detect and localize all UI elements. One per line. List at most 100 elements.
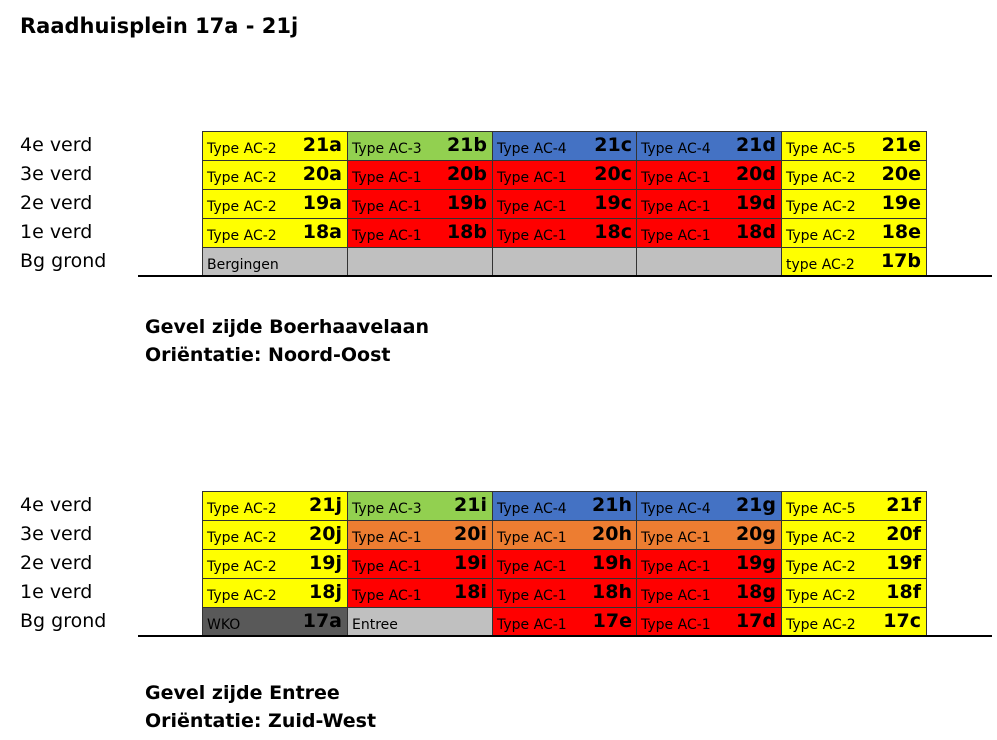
unit-type: Type AC-3 bbox=[352, 501, 422, 517]
unit-cell: Type AC-2 17c bbox=[781, 607, 927, 637]
floor-label: 3e verd bbox=[20, 163, 93, 185]
unit-type: Type AC-1 bbox=[641, 588, 711, 604]
unit-cell: Type AC-2 20j bbox=[202, 520, 348, 550]
unit-number: 21i bbox=[454, 494, 487, 516]
floor-label: 1e verd bbox=[20, 581, 93, 603]
unit-cell: Type AC-4 21c bbox=[492, 131, 638, 161]
unit-number: 18c bbox=[594, 221, 632, 243]
unit-cell bbox=[636, 247, 782, 277]
unit-type: Type AC-2 bbox=[786, 199, 856, 215]
unit-cell bbox=[347, 247, 493, 277]
unit-type: Type AC-1 bbox=[641, 559, 711, 575]
unit-cell: Type AC-4 21h bbox=[492, 491, 638, 521]
unit-number: 21h bbox=[592, 494, 632, 516]
unit-type: Entree bbox=[352, 617, 398, 633]
unit-cell: Type AC-1 20g bbox=[636, 520, 782, 550]
unit-number: 19j bbox=[309, 552, 342, 574]
unit-number: 20h bbox=[592, 523, 632, 545]
unit-cell: Type AC-1 20b bbox=[347, 160, 493, 190]
unit-number: 17e bbox=[592, 610, 632, 632]
unit-cell: Type AC-2 21j bbox=[202, 491, 348, 521]
unit-number: 19f bbox=[886, 552, 921, 574]
unit-type: Type AC-3 bbox=[352, 141, 422, 157]
unit-type: Type AC-1 bbox=[497, 530, 567, 546]
unit-cell: Type AC-1 20d bbox=[636, 160, 782, 190]
unit-cell: Type AC-1 19c bbox=[492, 189, 638, 219]
unit-type: Type AC-1 bbox=[641, 170, 711, 186]
caption: Oriëntatie: Noord-Oost bbox=[145, 344, 391, 366]
caption: Gevel zijde Entree bbox=[145, 682, 340, 704]
floor-label: Bg grond bbox=[20, 610, 107, 632]
unit-number: 19h bbox=[592, 552, 632, 574]
floor-label: 1e verd bbox=[20, 221, 93, 243]
unit-type: Type AC-1 bbox=[641, 228, 711, 244]
unit-type: Type AC-2 bbox=[786, 170, 856, 186]
unit-cell: Type AC-2 18a bbox=[202, 218, 348, 248]
unit-cell: Entree bbox=[347, 607, 493, 637]
unit-cell: Type AC-2 18e bbox=[781, 218, 927, 248]
unit-number: 19d bbox=[735, 192, 776, 214]
unit-cell: Type AC-4 21d bbox=[636, 131, 782, 161]
unit-cell: Type AC-1 19g bbox=[636, 549, 782, 579]
unit-cell: Type AC-2 19a bbox=[202, 189, 348, 219]
floor-label: 4e verd bbox=[20, 134, 93, 156]
floor-label: 4e verd bbox=[20, 494, 93, 516]
unit-number: 20f bbox=[886, 523, 921, 545]
unit-cell: Type AC-1 17d bbox=[636, 607, 782, 637]
title: Raadhuisplein 17a - 21j bbox=[20, 14, 299, 38]
unit-type: Type AC-1 bbox=[497, 228, 567, 244]
unit-cell: Type AC-1 19h bbox=[492, 549, 638, 579]
unit-cell: Type AC-2 19f bbox=[781, 549, 927, 579]
unit-type: Type AC-2 bbox=[786, 228, 856, 244]
unit-number: 19g bbox=[735, 552, 776, 574]
unit-type: Type AC-4 bbox=[497, 141, 567, 157]
floor-label: Bg grond bbox=[20, 250, 107, 272]
unit-type: Type AC-1 bbox=[641, 199, 711, 215]
unit-type: Type AC-1 bbox=[352, 199, 422, 215]
unit-number: 20b bbox=[446, 163, 487, 185]
unit-type: WKO bbox=[207, 617, 241, 633]
unit-number: 17a bbox=[302, 610, 342, 632]
unit-type: Type AC-2 bbox=[207, 501, 277, 517]
unit-cell: Type AC-3 21i bbox=[347, 491, 493, 521]
unit-cell: Type AC-1 18b bbox=[347, 218, 493, 248]
unit-cell: Type AC-2 18f bbox=[781, 578, 927, 608]
unit-cell: Type AC-2 20e bbox=[781, 160, 927, 190]
unit-number: 21a bbox=[302, 134, 342, 156]
unit-number: 18d bbox=[735, 221, 776, 243]
unit-cell: Type AC-1 17e bbox=[492, 607, 638, 637]
unit-type: Type AC-2 bbox=[207, 170, 277, 186]
unit-number: 21g bbox=[735, 494, 776, 516]
unit-cell: Type AC-1 18d bbox=[636, 218, 782, 248]
unit-cell: Type AC-2 18j bbox=[202, 578, 348, 608]
floor-label: 3e verd bbox=[20, 523, 93, 545]
unit-number: 20a bbox=[302, 163, 342, 185]
unit-number: 19b bbox=[446, 192, 487, 214]
unit-number: 18a bbox=[302, 221, 342, 243]
unit-number: 17b bbox=[880, 250, 921, 272]
unit-cell: Type AC-4 21g bbox=[636, 491, 782, 521]
unit-type: Type AC-1 bbox=[497, 617, 567, 633]
unit-number: 18e bbox=[881, 221, 921, 243]
unit-type: Type AC-5 bbox=[786, 501, 856, 517]
unit-cell: Type AC-5 21f bbox=[781, 491, 927, 521]
unit-cell: Type AC-1 18g bbox=[636, 578, 782, 608]
ground-line bbox=[138, 275, 992, 277]
unit-type: Type AC-5 bbox=[786, 141, 856, 157]
unit-type: Type AC-1 bbox=[497, 559, 567, 575]
unit-type: Type AC-2 bbox=[207, 141, 277, 157]
unit-type: Type AC-2 bbox=[207, 228, 277, 244]
unit-number: 18h bbox=[592, 581, 632, 603]
unit-number: 19c bbox=[594, 192, 632, 214]
unit-number: 21e bbox=[881, 134, 921, 156]
unit-cell: type AC-2 17b bbox=[781, 247, 927, 277]
unit-type: Type AC-1 bbox=[641, 530, 711, 546]
unit-cell: WKO 17a bbox=[202, 607, 348, 637]
unit-type: Type AC-1 bbox=[641, 617, 711, 633]
unit-type: Type AC-1 bbox=[352, 588, 422, 604]
unit-cell: Type AC-5 21e bbox=[781, 131, 927, 161]
caption: Oriëntatie: Zuid-West bbox=[145, 710, 377, 732]
unit-type: Type AC-2 bbox=[207, 559, 277, 575]
unit-type: Type AC-2 bbox=[207, 199, 277, 215]
